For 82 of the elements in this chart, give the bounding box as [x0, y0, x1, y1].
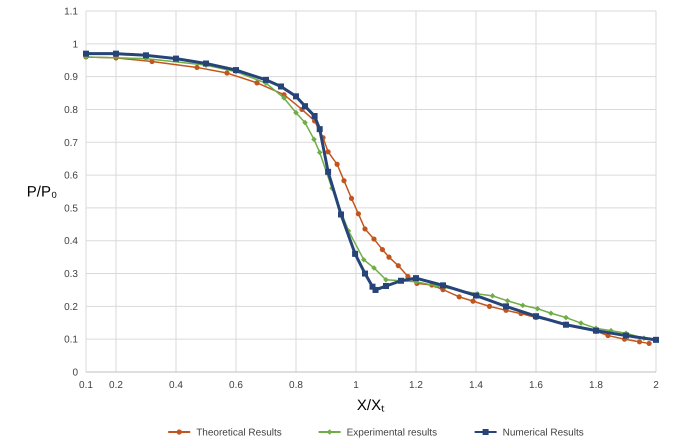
y-tick-label: 0.8 [64, 104, 78, 116]
x-tick-label: 0.2 [109, 380, 124, 391]
y-tick-label: 1.1 [64, 6, 78, 18]
point [293, 110, 299, 116]
point [312, 113, 318, 120]
y-tick-label: 0.5 [64, 203, 78, 214]
legend-label: Theoretical Results [196, 428, 282, 438]
point [563, 314, 569, 320]
point [361, 256, 367, 263]
point [293, 93, 299, 100]
point [503, 303, 509, 310]
y-tick-label: 0.6 [64, 170, 78, 182]
point [548, 310, 554, 316]
point [371, 265, 377, 271]
point [143, 52, 149, 58]
point [224, 70, 230, 76]
point [380, 246, 385, 252]
x-tick-label: 0.8 [289, 380, 304, 391]
x-tick-label: 2 [653, 380, 660, 391]
point [486, 304, 492, 309]
y-tick-label: 1 [72, 39, 78, 50]
point [520, 302, 526, 308]
y-tick-label: 0.7 [64, 138, 78, 149]
point [326, 149, 331, 154]
point [490, 293, 496, 299]
point [254, 80, 260, 86]
x-tick-label: 1.4 [469, 380, 484, 391]
legend-label: Numerical Results [502, 428, 584, 438]
x-tick-label: 0.4 [169, 380, 184, 391]
point [348, 196, 354, 201]
y-tick-label: 0.3 [64, 269, 78, 280]
point [371, 236, 377, 242]
point [383, 283, 389, 290]
point [173, 56, 179, 62]
point [281, 95, 287, 101]
x-tick-label: 1 [353, 380, 360, 391]
y-axis-title: P/P₀ [26, 184, 58, 200]
point [302, 103, 308, 110]
point [341, 178, 347, 184]
point [534, 306, 540, 312]
x-tick-label: 0.1 [79, 380, 94, 391]
y-tick-label: 0.1 [64, 334, 78, 346]
y-tick-label: 0.4 [64, 236, 78, 248]
point [338, 211, 344, 218]
point [440, 282, 446, 288]
point [578, 320, 584, 326]
y-tick-label: 0.9 [64, 72, 78, 84]
point [194, 64, 200, 70]
y-tick-label: 0 [72, 368, 78, 378]
point [470, 298, 476, 304]
point [278, 83, 284, 90]
point [386, 254, 392, 260]
x-axis-title: X/Xₜ [356, 397, 386, 414]
point [263, 76, 269, 83]
x-tick-label: 1.2 [409, 380, 424, 391]
y-tick-label: 0.2 [64, 302, 78, 313]
point [636, 339, 642, 344]
point [383, 276, 389, 283]
point [316, 126, 323, 132]
point [311, 136, 317, 142]
point [646, 340, 652, 346]
point [372, 286, 378, 293]
x-tick-label: 0.6 [229, 380, 244, 391]
legend-label: Experimental results [346, 428, 438, 438]
point [362, 270, 368, 277]
point [456, 294, 462, 300]
x-tick-label: 1.6 [529, 380, 544, 391]
x-tick-label: 1.8 [589, 380, 604, 391]
point [398, 278, 404, 284]
point [362, 226, 368, 232]
point [504, 298, 510, 304]
point [316, 150, 322, 156]
point [113, 50, 119, 57]
point [396, 263, 401, 268]
point [302, 120, 308, 126]
point [334, 162, 340, 167]
point [83, 50, 89, 57]
point [356, 211, 361, 216]
point [325, 168, 332, 175]
point [352, 250, 358, 257]
point [413, 275, 419, 282]
point [623, 332, 629, 339]
